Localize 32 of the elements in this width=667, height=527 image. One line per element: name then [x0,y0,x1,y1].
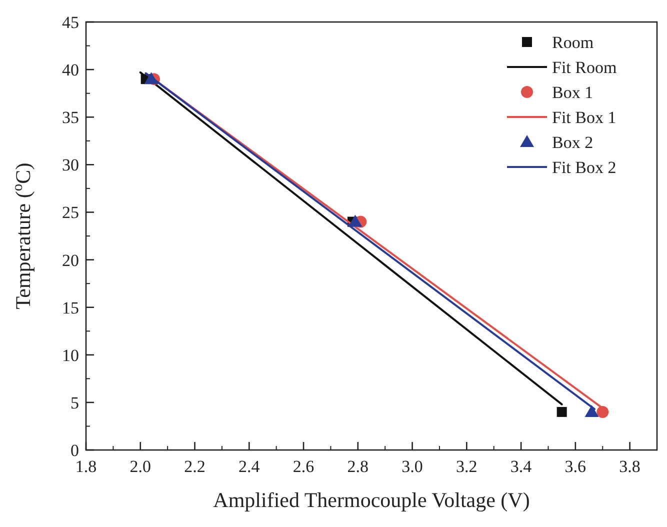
y-tick-label: 10 [62,346,79,365]
x-tick-label: 2.0 [130,457,152,476]
legend-label: Fit Room [552,58,617,77]
point [584,404,599,417]
y-tick-label: 30 [62,156,79,175]
x-tick-label: 3.0 [402,457,423,476]
y-tick-label: 0 [70,441,79,460]
x-tick-label: 3.2 [456,457,478,476]
y-tick-label: 45 [62,13,79,32]
legend-label: Fit Box 2 [552,158,616,177]
y-tick-label: 5 [70,393,79,412]
x-tick-label: 2.6 [292,457,314,476]
y-tick-label: 40 [62,60,79,80]
legend-label: Fit Box 1 [552,108,616,127]
x-tick-label: 2.4 [238,457,260,476]
legend-label: Box 1 [552,83,594,102]
x-axis-title: Amplified Thermocouple Voltage (V) [213,488,530,512]
x-tick-label: 3.8 [619,457,640,476]
point [556,406,567,417]
point [596,406,609,418]
legend-label: Room [552,33,594,52]
x-tick-label: 2.8 [347,457,369,476]
x-tick-label: 2.2 [184,457,206,476]
y-tick-label: 25 [62,203,79,222]
y-tick-label: 35 [62,108,79,128]
x-tick-label: 1.8 [75,457,97,476]
point [348,214,362,227]
legend-label: Box 2 [552,133,594,152]
y-tick-label: 15 [62,298,79,318]
x-tick-label: 3.4 [510,457,532,476]
x-tick-label: 3.6 [564,457,586,476]
y-tick-label: 20 [62,250,79,270]
